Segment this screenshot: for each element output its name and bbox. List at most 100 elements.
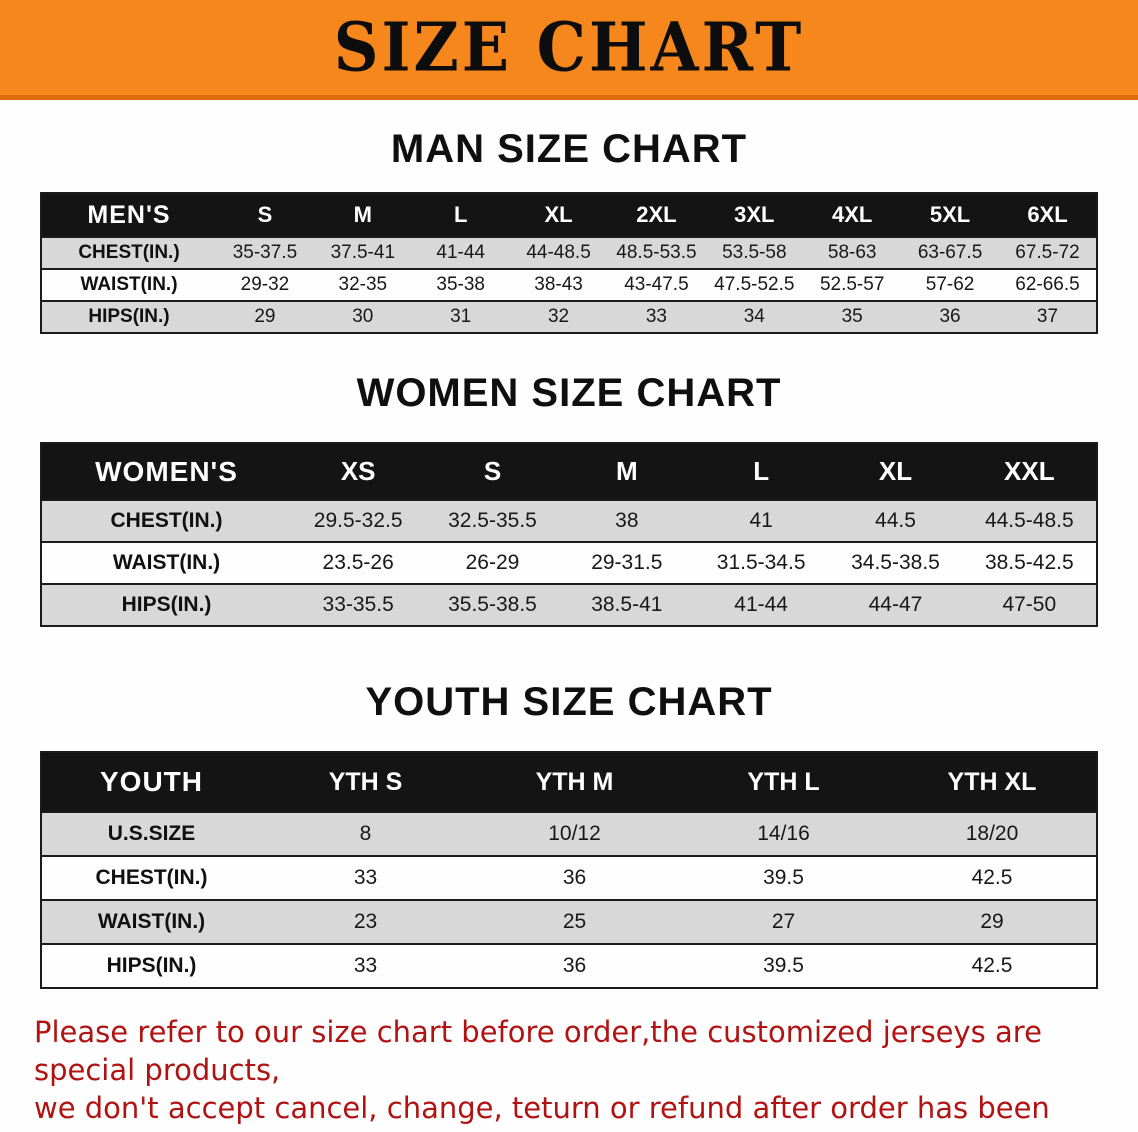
youth-row-label-waist-in: WAIST(IN.) (97, 910, 206, 933)
men-waist-in-value: 35-38 (436, 274, 485, 295)
size-chart-banner: SIZE CHART (0, 0, 1138, 100)
men-size-header-5xl: 5XL (901, 193, 999, 237)
youth-hips-in-value: 33 (353, 954, 378, 977)
women-waist-in-value: 26-29 (465, 551, 520, 574)
youth-row-chest-in: CHEST(IN.) 33 36 39.5 42.5 (41, 856, 1097, 900)
men-size-header-3xl: 3XL (705, 193, 804, 237)
women-waist-in-value: 34.5-38.5 (851, 551, 940, 574)
men-chest-in-value: 58-63 (827, 242, 877, 263)
men-size-header-2xl: 2XL (607, 193, 706, 237)
youth-waist-in-value: 25 (562, 910, 587, 933)
youth-size-header-yth-xl: YTH XL (888, 752, 1097, 812)
women-chest-in-value: 38 (615, 509, 639, 532)
youth-row-waist-in: WAIST(IN.) 23 25 27 29 (41, 900, 1097, 944)
youth-hips-in-value: 39.5 (763, 954, 804, 977)
women-header-row: WOMEN'S XS S M L XL XXL (41, 443, 1097, 500)
men-header-row: MEN'S S M L XL 2XL 3XL 4XL 5XL 6XL (41, 193, 1097, 237)
men-section: MAN SIZE CHART MEN'S S M L XL 2XL 3XL 4XL 5XL 6XL… (0, 126, 1138, 334)
youth-section: YOUTH SIZE CHART YOUTH YTH S YTH M YTH L YTH… (0, 679, 1138, 989)
women-size-header-xl: XL (828, 443, 963, 500)
men-table-title: MEN'S (41, 193, 216, 237)
youth-waist-in-value: 27 (771, 910, 796, 933)
men-chest-in-value: 44-48.5 (526, 242, 591, 263)
youth-u-s-size-value: 8 (359, 822, 372, 845)
men-row-label-hips-in: HIPS(IN.) (88, 306, 170, 327)
men-hips-in-value: 36 (939, 306, 961, 327)
women-hips-in-value: 47-50 (1002, 593, 1057, 616)
women-section-heading: WOMEN SIZE CHART (356, 371, 782, 415)
youth-chest-in-value: 33 (353, 866, 378, 889)
women-size-header-l: L (693, 443, 829, 500)
men-chest-in-value: 35-37.5 (232, 242, 298, 263)
men-hips-in-value: 33 (645, 306, 667, 327)
women-chest-in-value: 29.5-32.5 (313, 509, 403, 532)
youth-chest-in-value: 42.5 (971, 866, 1013, 889)
youth-waist-in-value: 29 (980, 910, 1004, 933)
women-row-hips-in: HIPS(IN.) 33-35.5 35.5-38.5 38.5-41 41-44 44-… (41, 584, 1097, 626)
men-waist-in-value: 32-35 (338, 274, 388, 295)
youth-row-label-chest-in: CHEST(IN.) (95, 866, 208, 889)
men-hips-in-value: 35 (841, 306, 863, 327)
women-row-label-hips-in: HIPS(IN.) (121, 593, 212, 616)
size-note-line2: we don't accept cancel, change, teturn o… (34, 1091, 1050, 1132)
men-size-header-xl: XL (509, 193, 608, 237)
men-size-header-6xl: 6XL (999, 193, 1097, 237)
youth-chest-in-value: 39.5 (763, 866, 804, 889)
men-size-header-4xl: 4XL (803, 193, 902, 237)
youth-u-s-size-value: 14/16 (757, 822, 810, 845)
men-hips-in-value: 31 (450, 306, 472, 327)
women-hips-in-value: 38.5-41 (591, 593, 663, 616)
men-hips-in-value: 30 (352, 306, 374, 327)
women-waist-in-value: 29-31.5 (591, 551, 663, 574)
youth-row-hips-in: HIPS(IN.) 33 36 39.5 42.5 (41, 944, 1097, 988)
youth-u-s-size-value: 18/20 (965, 822, 1019, 845)
men-row-waist-in: WAIST(IN.) 29-32 32-35 35-38 38-43 43-47.5 47.… (41, 269, 1097, 301)
women-row-label-waist-in: WAIST(IN.) (112, 551, 221, 574)
youth-section-heading: YOUTH SIZE CHART (365, 680, 773, 724)
women-waist-in-value: 38.5-42.5 (984, 551, 1074, 574)
women-size-header-xs: XS (291, 443, 426, 500)
women-hips-in-value: 33-35.5 (322, 593, 394, 616)
men-row-label-chest-in: CHEST(IN.) (78, 242, 180, 263)
women-size-table: WOMEN'S XS S M L XL XXL CHEST(IN.) 29.5-32.5 32.5… (40, 442, 1098, 627)
men-hips-in-value: 34 (743, 306, 765, 327)
women-chest-in-value: 44.5 (875, 509, 916, 532)
men-waist-in-value: 62-66.5 (1015, 274, 1080, 295)
men-size-header-l: L (411, 193, 510, 237)
women-size-header-s: S (425, 443, 560, 500)
women-chest-in-value: 44.5-48.5 (984, 509, 1074, 532)
men-hips-in-value: 32 (547, 306, 570, 327)
youth-size-table: YOUTH YTH S YTH M YTH L YTH XL U.S.SIZE 8 10/12… (40, 751, 1098, 989)
youth-chest-in-value: 36 (562, 866, 587, 889)
women-waist-in-value: 31.5-34.5 (716, 551, 806, 574)
men-size-header-s: S (216, 193, 314, 237)
men-chest-in-value: 67.5-72 (1015, 242, 1080, 263)
men-waist-in-value: 52.5-57 (819, 274, 885, 295)
youth-size-header-yth-m: YTH M (470, 752, 679, 812)
women-size-header-xxl: XXL (962, 443, 1097, 500)
youth-hips-in-value: 36 (562, 954, 587, 977)
women-hips-in-value: 41-44 (734, 593, 788, 616)
men-chest-in-value: 48.5-53.5 (616, 242, 697, 263)
youth-row-label-u-s-size: U.S.SIZE (107, 822, 196, 845)
youth-size-header-yth-s: YTH S (261, 752, 470, 812)
youth-table-title: YOUTH (41, 752, 261, 812)
youth-waist-in-value: 23 (353, 910, 378, 933)
youth-u-s-size-value: 10/12 (548, 822, 601, 845)
page-title: SIZE CHART (333, 8, 805, 87)
men-waist-in-value: 43-47.5 (624, 274, 689, 295)
men-hips-in-value: 37 (1036, 306, 1059, 327)
women-waist-in-value: 23.5-26 (322, 551, 394, 574)
men-waist-in-value: 47.5-52.5 (714, 274, 795, 295)
men-row-chest-in: CHEST(IN.) 35-37.5 37.5-41 41-44 44-48.5 48.5… (41, 237, 1097, 269)
youth-hips-in-value: 42.5 (971, 954, 1013, 977)
women-size-header-m: M (559, 443, 694, 500)
women-chest-in-value: 32.5-35.5 (448, 509, 537, 532)
men-row-hips-in: HIPS(IN.) 29 30 31 32 33 34 35 36 37 (41, 301, 1097, 333)
men-chest-in-value: 63-67.5 (917, 242, 983, 263)
men-hips-in-value: 29 (254, 306, 276, 327)
men-chest-in-value: 41-44 (436, 242, 485, 263)
youth-header-row: YOUTH YTH S YTH M YTH L YTH XL (41, 752, 1097, 812)
women-row-waist-in: WAIST(IN.) 23.5-26 26-29 29-31.5 31.5-34.5 34… (41, 542, 1097, 584)
